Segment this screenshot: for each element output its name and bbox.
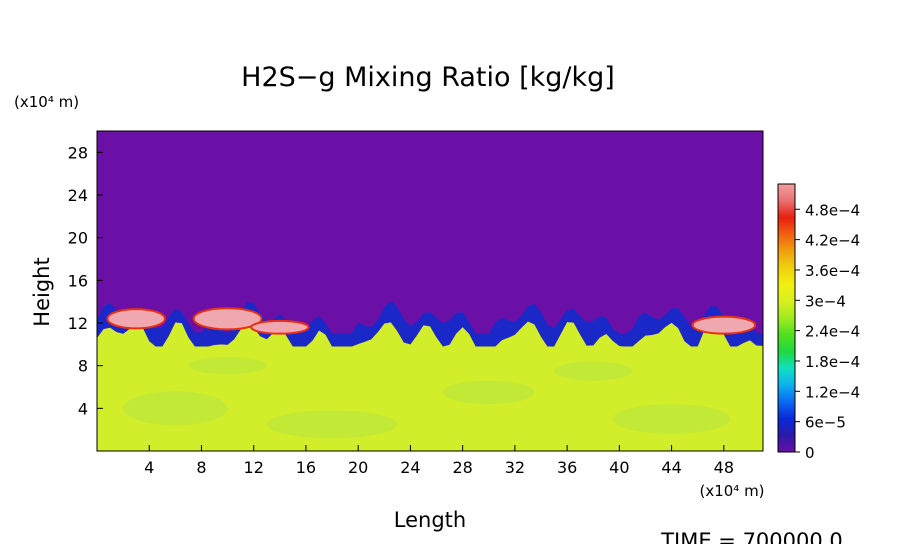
y-tick-label: 24	[68, 186, 88, 205]
x-tick-label: 16	[296, 458, 316, 477]
x-axis-label: Length	[394, 508, 466, 532]
colorbar-tick-label: 0	[805, 444, 815, 462]
x-tick-label: 28	[452, 458, 472, 477]
colorbar-tick-label: 1.8e−4	[805, 353, 860, 371]
lower-region-patch	[612, 404, 731, 434]
y-tick-label: 8	[78, 357, 88, 376]
front-high-patch	[691, 315, 757, 335]
y-axis-label: Height	[30, 257, 54, 326]
chart-title: H2S−g Mixing Ratio [kg/kg]	[241, 62, 615, 93]
lower-region-patch	[188, 357, 267, 375]
y-tick-label: 20	[68, 229, 88, 248]
y-tick-label: 28	[68, 143, 88, 162]
lower-region-patch	[266, 410, 398, 439]
x-unit-label: (x10⁴ m)	[699, 482, 764, 500]
y-axis: 4 8 12 16 20 24 28	[68, 143, 103, 418]
colorbar-tick-label: 4.8e−4	[805, 201, 860, 219]
colorbar-tick-label: 6e−5	[805, 414, 846, 432]
colorbar-tick-label: 3.6e−4	[805, 262, 860, 280]
x-tick-label: 24	[400, 458, 420, 477]
plot-area	[96, 130, 764, 452]
x-tick-label: 20	[348, 458, 368, 477]
colorbar-tick-label: 3e−4	[805, 292, 846, 310]
lower-region-patches	[123, 357, 731, 439]
colorbar-labels: 0 6e−5 1.2e−4 1.8e−4 2.4e−4 3e−4 3.6e−4 4.2e−4 4…	[795, 201, 860, 462]
lower-region-patch	[443, 380, 535, 405]
front-high-patch	[250, 319, 310, 335]
x-tick-label: 4	[144, 458, 154, 477]
x-tick-label: 40	[609, 458, 629, 477]
y-unit-label: (x10⁴ m)	[14, 93, 79, 111]
x-tick-label: 48	[714, 458, 734, 477]
x-tick-label: 44	[661, 458, 681, 477]
lower-region	[97, 317, 763, 451]
time-label: TIME = 700000.0	[660, 529, 843, 544]
colorbar-bar	[777, 183, 796, 453]
colorbar: 0 6e−5 1.2e−4 1.8e−4 2.4e−4 3e−4 3.6e−4 4.2e−4 4…	[777, 183, 860, 462]
x-tick-label: 8	[196, 458, 206, 477]
y-tick-label: 16	[68, 271, 88, 290]
front-blue-band	[97, 300, 763, 347]
colorbar-tick-label: 1.2e−4	[805, 383, 860, 401]
colorbar-tick-label: 2.4e−4	[805, 323, 860, 341]
x-tick-label: 12	[244, 458, 264, 477]
plot-frame	[96, 130, 764, 452]
y-tick-label: 4	[78, 399, 88, 418]
x-tick-label: 36	[557, 458, 577, 477]
colorbar-tick-label: 4.2e−4	[805, 232, 860, 250]
lower-region-patch	[123, 391, 228, 426]
mixing-front	[97, 300, 763, 347]
front-high-patch	[192, 307, 263, 331]
x-tick-label: 32	[505, 458, 525, 477]
lower-region-patch	[554, 361, 633, 381]
y-tick-label: 12	[68, 314, 88, 333]
front-high-patch	[106, 308, 166, 330]
x-axis: 4 8 12 16 20 24 28 32 36 40 44 48	[144, 445, 734, 477]
